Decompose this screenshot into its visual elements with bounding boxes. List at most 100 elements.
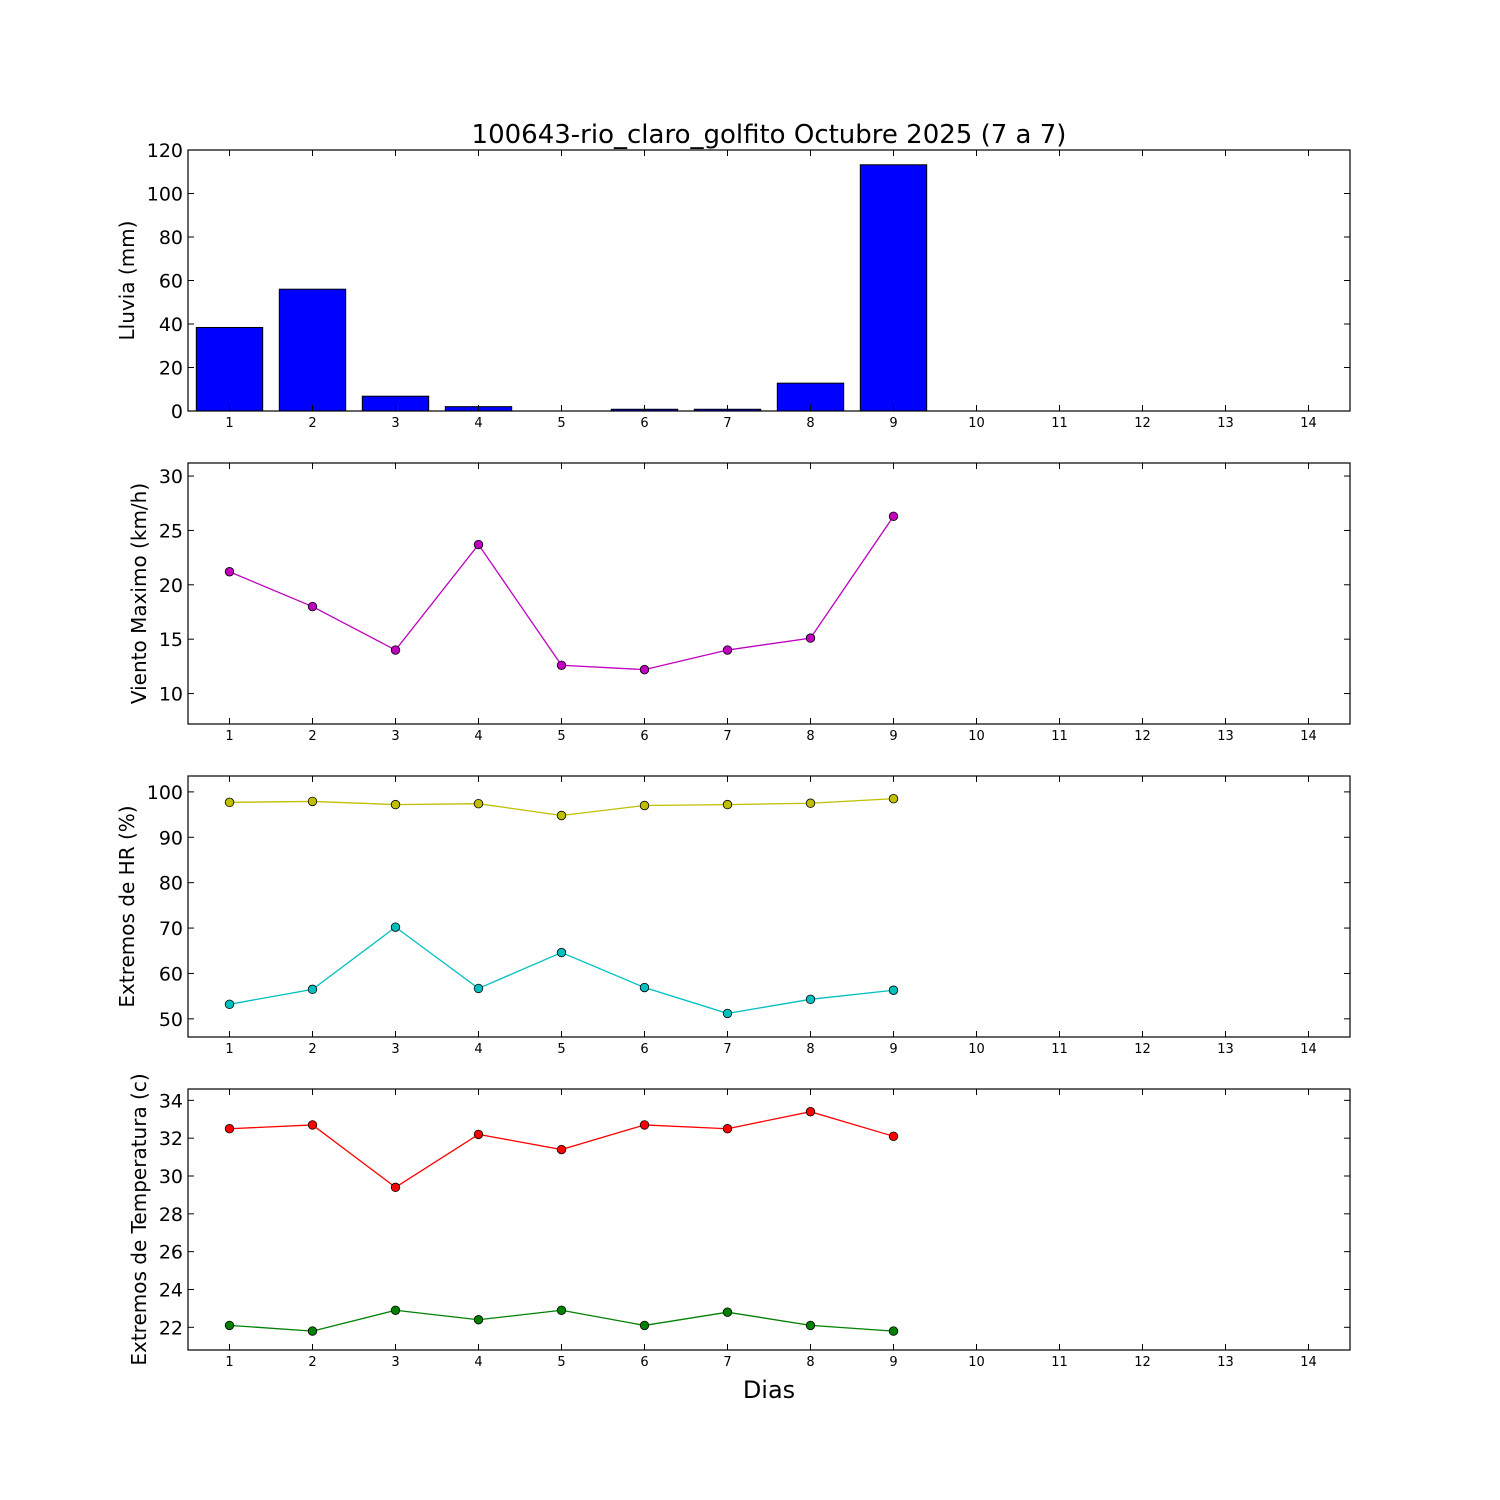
x-axis-label: Dias: [743, 1376, 795, 1404]
data-point: [805, 1320, 816, 1331]
x-tick-label: 10: [968, 1355, 985, 1370]
data-point: [805, 994, 816, 1005]
data-point: [639, 1320, 650, 1331]
x-tick-label: 7: [723, 416, 731, 431]
data-point: [307, 984, 318, 995]
x-tick-label: 7: [723, 1042, 731, 1057]
y-axis-label: Extremos de Temperatura (c): [127, 1073, 151, 1365]
x-tick-label: 1: [225, 416, 233, 431]
y-tick-label: 0: [171, 401, 183, 423]
data-point: [722, 645, 733, 655]
x-tick-label: 7: [723, 729, 731, 744]
y-axis-label: Extremos de HR (%): [115, 805, 139, 1007]
x-tick-label: 12: [1134, 729, 1151, 744]
data-point: [224, 999, 235, 1010]
x-tick-label: 3: [391, 1355, 399, 1370]
plot-area: [188, 150, 1350, 411]
x-tick-label: 5: [557, 416, 565, 431]
data-point: [224, 1124, 235, 1134]
x-tick-label: 7: [723, 1355, 731, 1370]
x-tick-label: 9: [889, 416, 897, 431]
x-tick-label: 10: [968, 416, 985, 431]
data-point: [473, 539, 484, 550]
data-point: [224, 797, 235, 808]
x-tick-label: 6: [640, 729, 648, 744]
data-point: [888, 511, 899, 521]
chart-title: 100643-rio_claro_golfito Octubre 2025 (7…: [472, 120, 1067, 150]
x-tick-label: 12: [1134, 1355, 1151, 1370]
x-tick-label: 11: [1051, 416, 1068, 431]
x-tick-label: 2: [308, 1355, 316, 1370]
y-tick-label: 30: [159, 1166, 183, 1188]
bar: [195, 326, 264, 412]
y-tick-label: 40: [159, 314, 183, 336]
x-tick-label: 11: [1051, 1042, 1068, 1057]
panel-3: 1 2 3 4 5 6 7 8 9 10 11 12 13 145060708090100Extremos…: [115, 775, 1351, 1057]
x-tick-label: 5: [557, 729, 565, 744]
y-tick-label: 80: [159, 873, 183, 895]
x-tick-label: 12: [1134, 416, 1151, 431]
data-point: [390, 922, 401, 932]
plot-area: [188, 1089, 1350, 1350]
x-tick-label: 3: [391, 416, 399, 431]
x-tick-label: 14: [1300, 1042, 1317, 1057]
data-point: [307, 1326, 318, 1336]
y-tick-label: 20: [159, 575, 183, 597]
data-point: [722, 799, 733, 810]
y-tick-label: 100: [147, 184, 183, 206]
x-tick-label: 6: [640, 1042, 648, 1057]
data-point: [307, 1120, 318, 1130]
data-point: [722, 1124, 733, 1134]
plot-area: [188, 463, 1350, 724]
x-tick-label: 10: [968, 1042, 985, 1057]
data-point: [390, 1305, 401, 1315]
y-tick-label: 80: [159, 227, 183, 249]
data-point: [556, 1305, 567, 1315]
data-point: [473, 1129, 484, 1140]
data-point: [639, 664, 650, 675]
data-point: [805, 798, 816, 808]
x-tick-label: 3: [391, 1042, 399, 1057]
y-tick-label: 90: [159, 827, 183, 849]
bar: [278, 288, 347, 412]
data-point: [639, 1120, 650, 1130]
panel-4: 1 2 3 4 5 6 7 8 9 10 11 12 13 1422242628303234Extremo…: [127, 1073, 1351, 1370]
y-tick-label: 60: [159, 963, 183, 985]
x-tick-label: 10: [968, 729, 985, 744]
plot-frame: [187, 775, 1351, 1038]
x-tick-label: 13: [1217, 1355, 1234, 1370]
data-point: [307, 796, 318, 807]
x-tick-label: 14: [1300, 416, 1317, 431]
x-tick-label: 4: [474, 1042, 482, 1057]
data-point: [390, 1182, 401, 1193]
y-tick-label: 34: [159, 1090, 183, 1112]
data-point: [639, 982, 650, 993]
plot-frame: [187, 1088, 1351, 1351]
panels: 1 2 3 4 5 6 7 8 9 10 11 12 13 14020406080100120Lluvia…: [115, 140, 1351, 1370]
x-tick-label: 4: [474, 1355, 482, 1370]
data-point: [888, 793, 899, 804]
data-point: [805, 1106, 816, 1117]
data-point: [556, 810, 567, 821]
data-point: [556, 1144, 567, 1155]
y-axis-label: Viento Maximo (km/h): [127, 483, 151, 704]
data-point: [888, 1326, 899, 1336]
x-tick-label: 6: [640, 416, 648, 431]
data-point: [888, 985, 899, 995]
x-tick-label: 2: [308, 729, 316, 744]
x-tick-label: 8: [806, 416, 814, 431]
x-tick-label: 11: [1051, 1355, 1068, 1370]
data-point: [390, 799, 401, 810]
x-tick-label: 3: [391, 729, 399, 744]
data-point: [473, 798, 484, 809]
x-tick-label: 9: [889, 729, 897, 744]
x-tick-label: 14: [1300, 729, 1317, 744]
data-point: [473, 983, 484, 994]
x-tick-label: 13: [1217, 1042, 1234, 1057]
data-point: [722, 1307, 733, 1317]
x-tick-label: 4: [474, 729, 482, 744]
x-tick-label: 14: [1300, 1355, 1317, 1370]
x-tick-label: 8: [806, 729, 814, 744]
